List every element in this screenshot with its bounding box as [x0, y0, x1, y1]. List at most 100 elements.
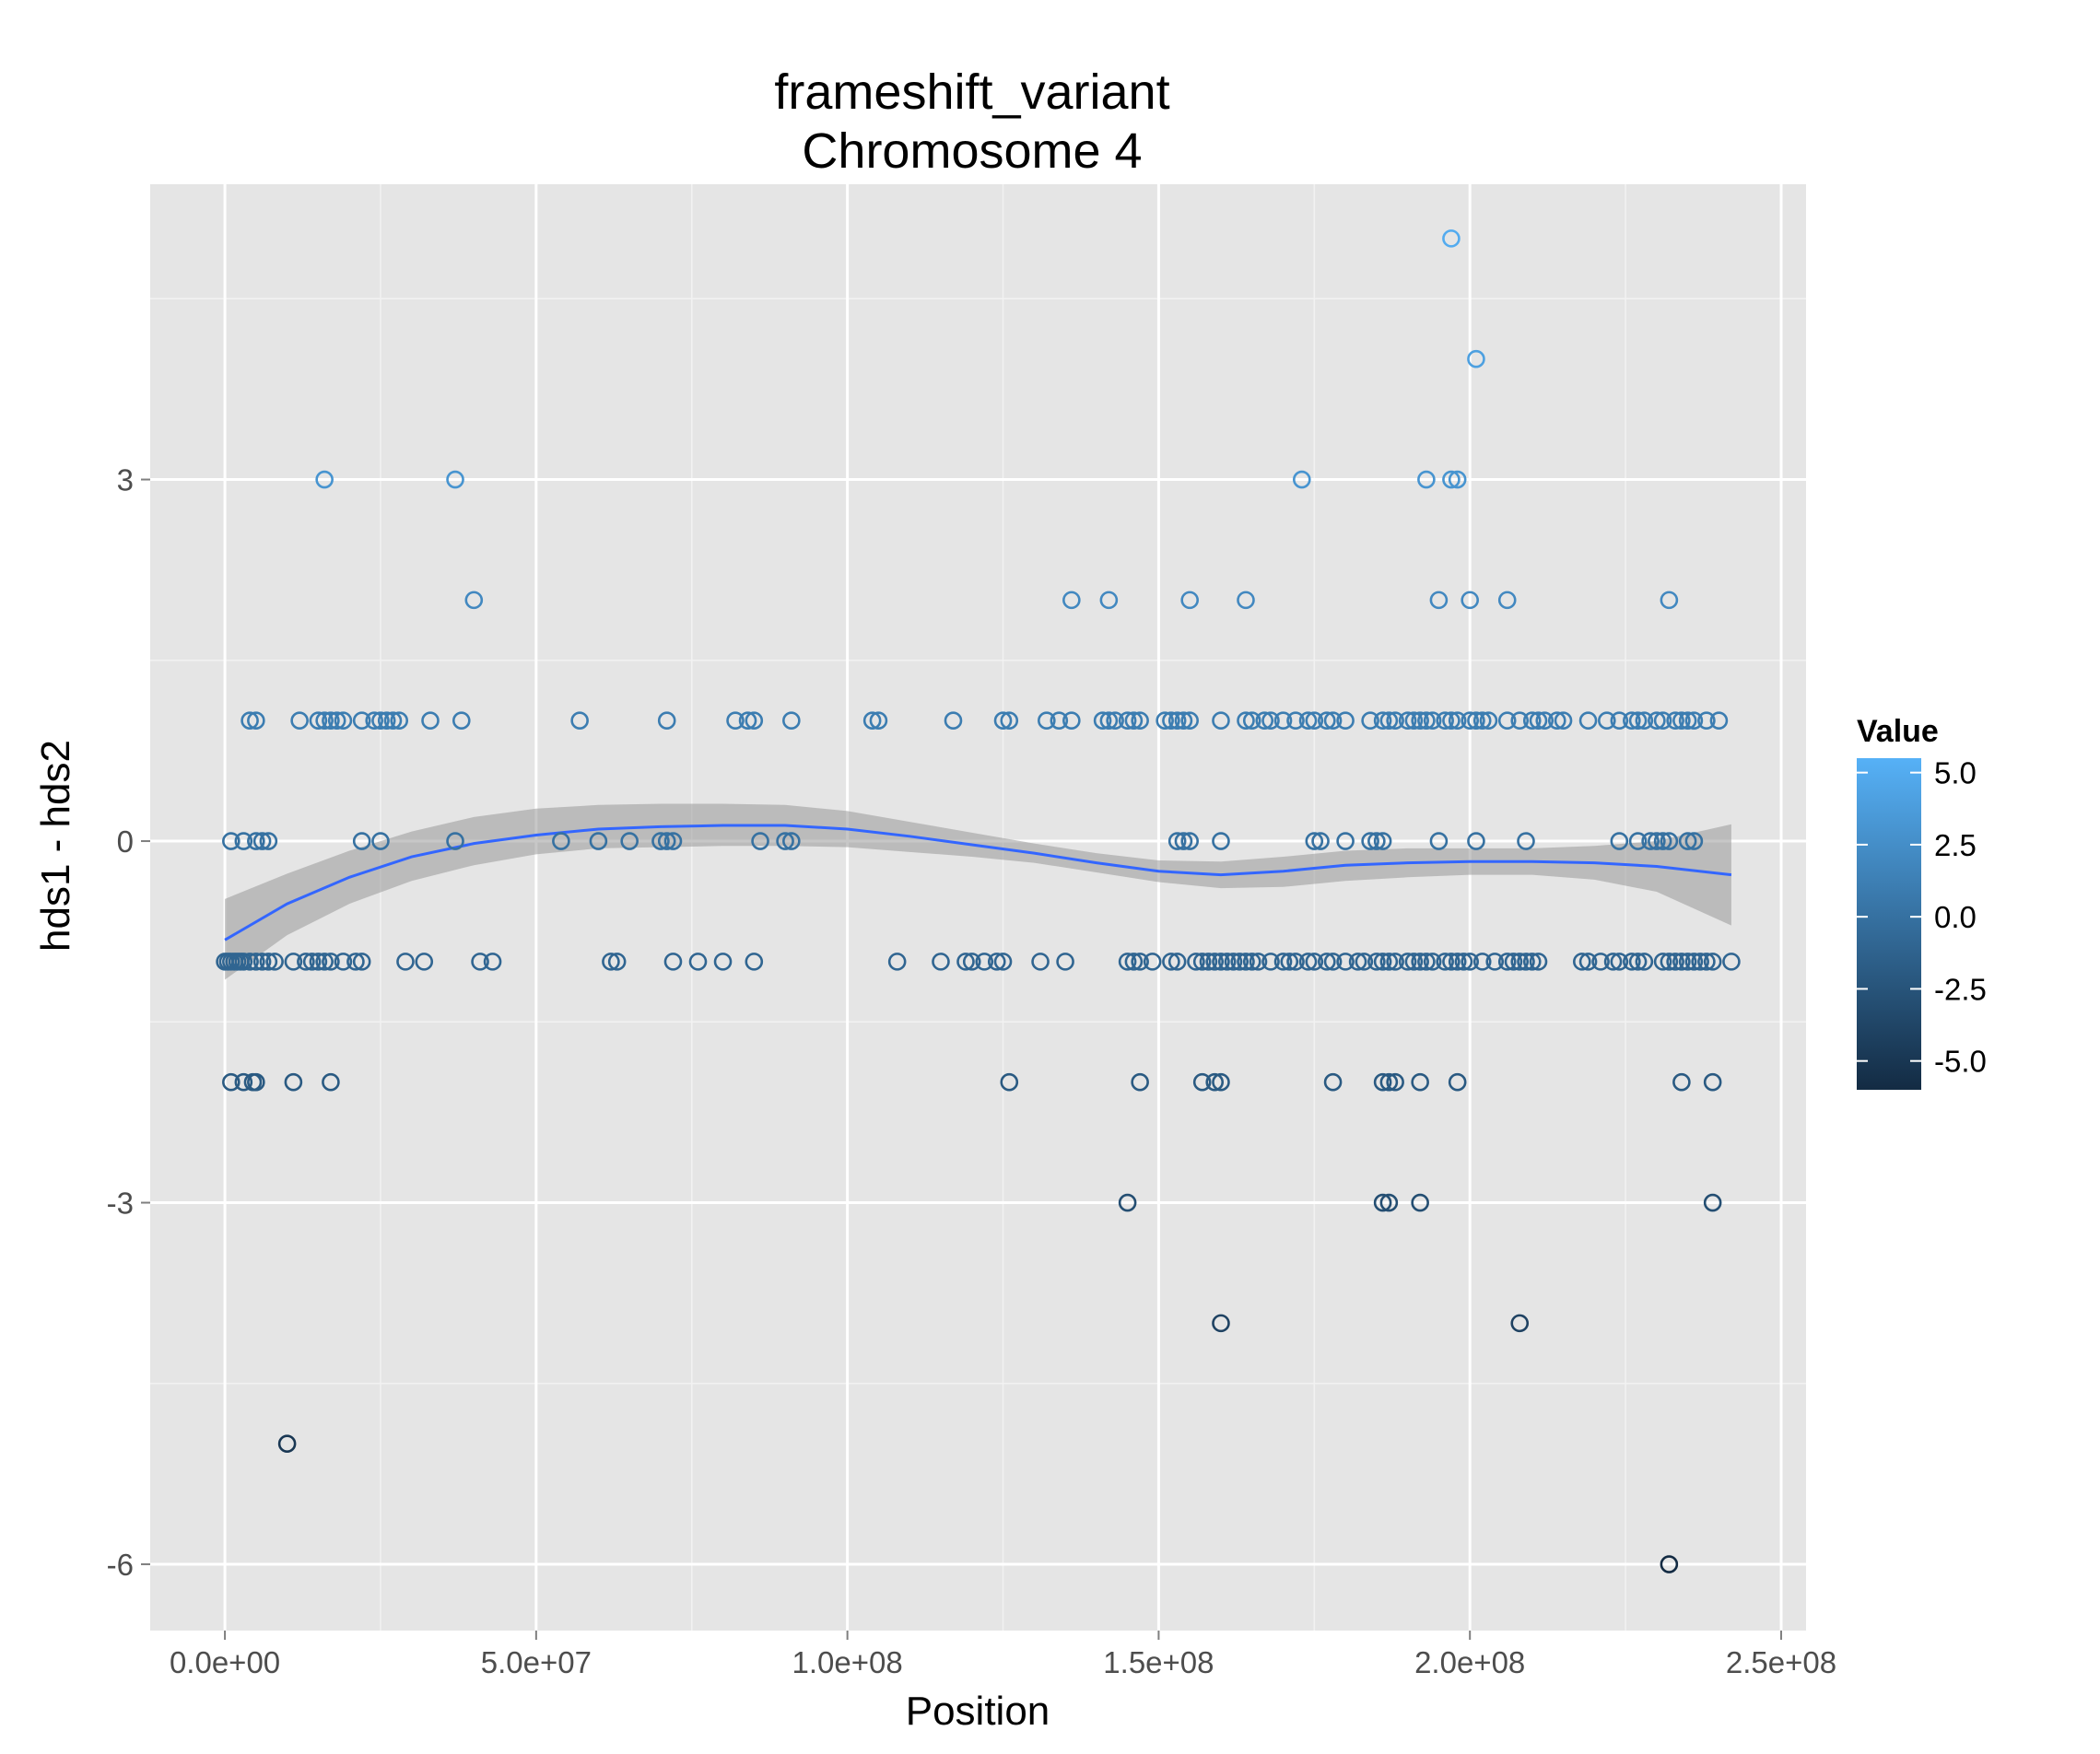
data-point: [1212, 1072, 1230, 1092]
data-point: [241, 953, 259, 971]
y-tick-label: 3: [117, 463, 134, 497]
data-point: [956, 953, 975, 971]
data-point: [352, 711, 371, 731]
data-point: [932, 953, 950, 971]
data-point: [1167, 953, 1187, 971]
data-point: [1280, 953, 1299, 971]
data-point: [1472, 953, 1492, 971]
data-point: [234, 953, 253, 971]
data-point: [1623, 953, 1641, 971]
data-point: [1598, 711, 1616, 731]
data-point: [1411, 1072, 1429, 1092]
data-point: [452, 711, 471, 731]
data-point: [1610, 953, 1629, 971]
data-point: [1305, 711, 1324, 731]
data-point: [334, 953, 353, 971]
data-point: [1703, 953, 1722, 971]
data-point: [1118, 1193, 1137, 1212]
data-point: [1641, 832, 1660, 850]
data-point: [552, 832, 570, 850]
data-point: [1623, 711, 1641, 731]
data-point: [1678, 832, 1697, 850]
data-point: [241, 711, 259, 731]
data-point: [1242, 711, 1261, 731]
data-point: [1467, 711, 1485, 731]
data-point: [1099, 711, 1119, 731]
data-point: [334, 711, 353, 731]
y-tick-label: -6: [107, 1548, 134, 1582]
y-axis-label: hds1 - hds2: [33, 740, 78, 952]
data-point: [1510, 953, 1530, 971]
data-point: [1411, 711, 1429, 731]
data-point: [782, 711, 801, 731]
x-tick-label: 1.0e+08: [792, 1645, 903, 1679]
data-point: [252, 953, 272, 971]
data-point: [1672, 711, 1691, 731]
data-point: [570, 711, 589, 731]
data-point: [1461, 953, 1479, 971]
legend-ticks: 5.0 2.5 0.0 -2.5 -5.0: [1857, 756, 1987, 1079]
data-point: [1323, 711, 1343, 731]
data-point: [415, 953, 434, 971]
data-point: [1298, 711, 1318, 731]
data-point: [1684, 953, 1704, 971]
data-point: [1180, 591, 1199, 610]
data-point: [1429, 832, 1449, 850]
data-point: [322, 953, 340, 971]
data-point: [975, 953, 994, 971]
data-point: [1635, 953, 1654, 971]
data-point: [1336, 832, 1355, 850]
data-point: [589, 832, 608, 850]
data-point: [1205, 953, 1225, 971]
data-point: [315, 470, 334, 489]
data-point: [1162, 711, 1180, 731]
data-point: [1529, 953, 1548, 971]
data-point: [1442, 953, 1461, 971]
data-point: [1442, 711, 1461, 731]
data-point: [1361, 711, 1379, 731]
data-point: [657, 711, 676, 731]
data-point: [1697, 711, 1716, 731]
data-point: [962, 953, 981, 971]
smooth-line-layer: [224, 824, 1732, 941]
data-point: [1635, 711, 1654, 731]
data-point: [1461, 591, 1479, 610]
data-point: [1684, 711, 1704, 731]
points-layer: [216, 229, 1741, 1573]
data-point: [1454, 953, 1473, 971]
data-point: [1212, 953, 1230, 971]
data-point: [234, 832, 253, 850]
data-point: [1703, 1072, 1722, 1092]
data-point: [222, 832, 241, 850]
data-point: [1653, 711, 1672, 731]
data-point: [602, 953, 620, 971]
x-tick-label: 0.0e+00: [170, 1645, 280, 1679]
data-point: [247, 832, 265, 850]
data-point: [309, 953, 328, 971]
data-point: [1336, 711, 1355, 731]
data-point: [1237, 591, 1255, 610]
smooth-line: [224, 824, 1732, 941]
data-point: [1323, 953, 1343, 971]
data-point: [1373, 953, 1392, 971]
data-point: [1180, 711, 1199, 731]
data-point: [1404, 711, 1424, 731]
data-point: [1398, 953, 1417, 971]
data-point: [1479, 711, 1498, 731]
data-point: [446, 470, 464, 489]
data-point: [277, 1434, 297, 1454]
data-point: [322, 711, 340, 731]
data-point: [1423, 711, 1442, 731]
data-point: [776, 832, 794, 850]
data-point: [259, 953, 278, 971]
data-point: [1373, 832, 1392, 850]
data-point: [322, 1072, 340, 1092]
data-point: [1678, 953, 1697, 971]
data-point: [1000, 711, 1019, 731]
data-point: [222, 1072, 241, 1092]
data-point: [1628, 953, 1648, 971]
data-point: [483, 953, 502, 971]
data-point: [1174, 711, 1193, 731]
y-axis: -6 -3 0 3: [107, 463, 150, 1582]
y-tick-label: -3: [107, 1187, 134, 1221]
